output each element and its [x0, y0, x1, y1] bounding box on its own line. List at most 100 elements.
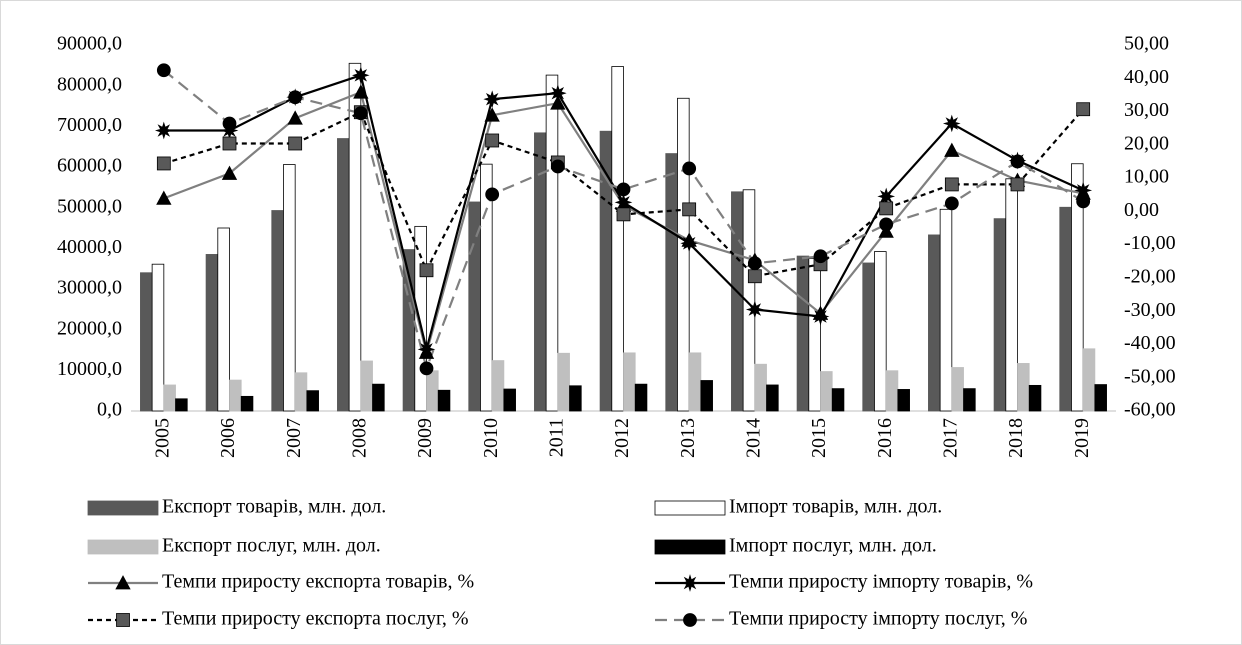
bar — [1071, 163, 1084, 412]
bar — [688, 352, 702, 412]
line-marker — [154, 121, 173, 140]
line-marker — [616, 182, 631, 197]
bar — [731, 191, 744, 412]
bar — [623, 352, 636, 412]
line-marker — [811, 307, 830, 326]
legend-label: Темпи приросту експорта товарів, % — [162, 571, 474, 593]
legend-label: Експорт товарів, млн. дол. — [162, 496, 386, 518]
bar — [175, 398, 188, 412]
bar — [897, 389, 910, 412]
line-marker — [419, 361, 434, 376]
bar — [862, 262, 875, 412]
bar — [1028, 384, 1042, 412]
y-tick-label: 0,0 — [97, 399, 122, 421]
legend-marker — [116, 613, 130, 627]
bar — [677, 97, 690, 412]
bar — [951, 367, 964, 412]
bar — [754, 363, 767, 412]
legend-marker — [681, 574, 699, 592]
bar — [939, 208, 953, 412]
bar — [1017, 363, 1030, 412]
bar — [240, 395, 254, 412]
bar — [337, 138, 350, 412]
line — [163, 69, 1084, 373]
bar — [874, 251, 887, 412]
line-marker — [156, 156, 171, 171]
bar — [993, 218, 1007, 412]
legend-label: Темпи приросту експорта послуг, % — [162, 608, 469, 630]
bar — [437, 389, 451, 412]
x-tick-label: 2013 — [677, 418, 699, 458]
x-tick-label: 2010 — [480, 418, 502, 458]
bar — [1082, 348, 1096, 412]
legend-marker — [115, 575, 131, 590]
line-marker — [944, 196, 959, 211]
bar — [283, 164, 296, 412]
x-tick-label: 2006 — [217, 418, 239, 458]
bar — [163, 384, 176, 412]
line-marker — [1074, 181, 1093, 200]
bar — [468, 201, 481, 412]
line-marker — [484, 107, 500, 122]
bar — [611, 66, 624, 412]
x-tick-label: 2015 — [808, 418, 830, 458]
line-marker — [682, 161, 697, 176]
legend-label: Експорт послуг, млн. дол. — [162, 535, 381, 557]
bar — [928, 234, 941, 412]
bar — [831, 388, 845, 412]
bar — [766, 384, 779, 412]
bar — [545, 74, 559, 412]
y2-tick-label: 20,00 — [1124, 132, 1169, 154]
x-tick-label: 2008 — [348, 418, 370, 458]
bar — [963, 388, 976, 412]
line-marker — [1010, 154, 1025, 169]
legend-label: Імпорт товарів, млн. дол. — [729, 496, 942, 518]
x-tick-label: 2005 — [151, 418, 173, 458]
line-marker — [221, 165, 238, 180]
legend-label: Темпи приросту імпорту послуг, % — [729, 608, 1027, 630]
line-marker — [156, 63, 171, 78]
y-tick-label: 60000,0 — [57, 155, 122, 177]
bar — [414, 225, 427, 412]
bar — [348, 62, 362, 412]
bar — [1005, 178, 1018, 412]
line-marker — [745, 300, 764, 319]
line-marker — [879, 201, 894, 216]
x-tick-label: 2011 — [545, 418, 567, 457]
y-tick-label: 50000,0 — [57, 195, 122, 217]
legend-label: Імпорт послуг, млн. дол. — [729, 535, 937, 557]
bar — [808, 258, 821, 412]
line-marker — [944, 142, 960, 157]
line-marker — [288, 90, 303, 105]
bar — [491, 360, 505, 412]
line-marker — [1010, 177, 1025, 192]
line-marker — [417, 340, 436, 359]
bar — [151, 263, 165, 412]
line-marker — [419, 263, 434, 278]
line-marker — [614, 193, 633, 212]
y-tick-label: 80000,0 — [57, 73, 122, 95]
x-tick-label: 2019 — [1071, 418, 1093, 458]
bar — [557, 352, 570, 412]
x-tick-label: 2016 — [874, 418, 896, 458]
bar — [1059, 206, 1072, 412]
y-tick-label: 20000,0 — [57, 317, 122, 339]
y-tick-label: 30000,0 — [57, 277, 122, 299]
y-tick-label: 90000,0 — [57, 33, 122, 55]
x-tick-label: 2007 — [283, 418, 305, 458]
line-marker — [548, 84, 567, 103]
line-marker — [485, 133, 500, 148]
y2-tick-label: 0,00 — [1124, 199, 1159, 221]
legend-swatch — [87, 500, 159, 516]
bar — [665, 153, 678, 412]
line-marker — [222, 116, 237, 131]
y2-tick-label: -60,00 — [1124, 399, 1176, 421]
line-marker — [353, 106, 368, 121]
bar — [634, 383, 648, 412]
y2-tick-label: -10,00 — [1124, 232, 1176, 254]
line-marker — [747, 256, 762, 271]
line-marker — [353, 84, 369, 99]
line-marker — [877, 187, 896, 206]
line-marker — [813, 249, 828, 264]
